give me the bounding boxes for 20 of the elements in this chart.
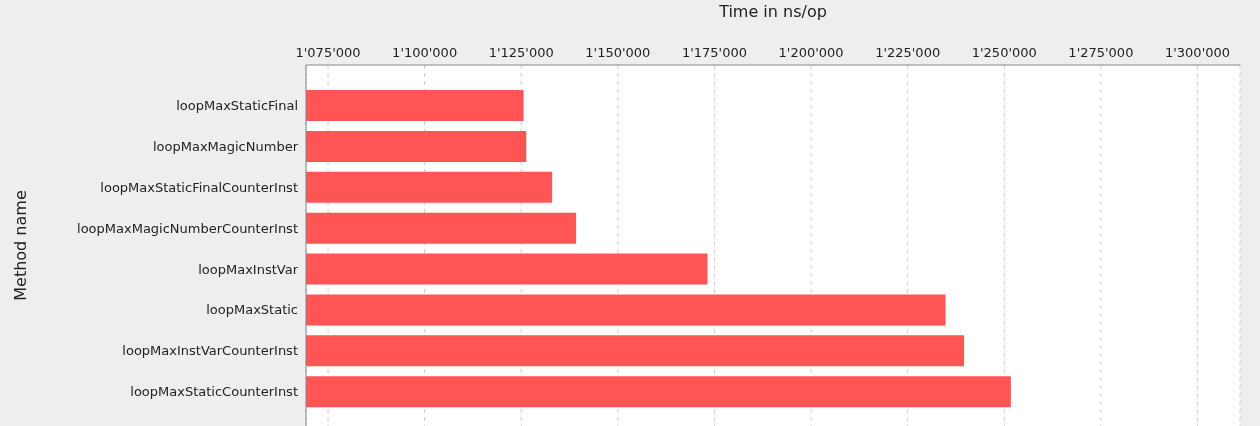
x-tick-label: 1'250'000 — [971, 45, 1037, 60]
x-tick-label: 1'075'000 — [295, 45, 361, 60]
y-tick-label: loopMaxStaticFinalCounterInst — [100, 179, 298, 195]
x-tick-label: 1'150'000 — [585, 45, 651, 60]
x-tick-label: 1'200'000 — [778, 45, 844, 60]
x-axis-title: Time in ns/op — [718, 2, 827, 22]
y-tick-label: loopMaxStaticFinal — [176, 98, 298, 114]
x-tick-label: 1'125'000 — [488, 45, 554, 60]
y-tick-label: loopMaxStaticCounterInst — [130, 384, 298, 400]
x-tick-label: 1'275'000 — [1068, 45, 1134, 60]
y-tick-label: loopMaxMagicNumber — [152, 138, 299, 154]
x-tick-label: 1'225'000 — [875, 45, 941, 60]
y-tick-label: loopMaxStatic — [206, 302, 298, 318]
y-tick-label: loopMaxInstVar — [198, 261, 299, 277]
x-tick-label: 1'100'000 — [392, 45, 458, 60]
y-tick-label: loopMaxInstVarCounterInst — [122, 343, 298, 359]
x-tick-label: 1'300'000 — [1164, 45, 1231, 60]
y-axis-title: Method name — [10, 190, 30, 301]
x-tick-label: 1'175'000 — [681, 45, 747, 60]
y-tick-label: loopMaxMagicNumberCounterInst — [77, 220, 298, 236]
